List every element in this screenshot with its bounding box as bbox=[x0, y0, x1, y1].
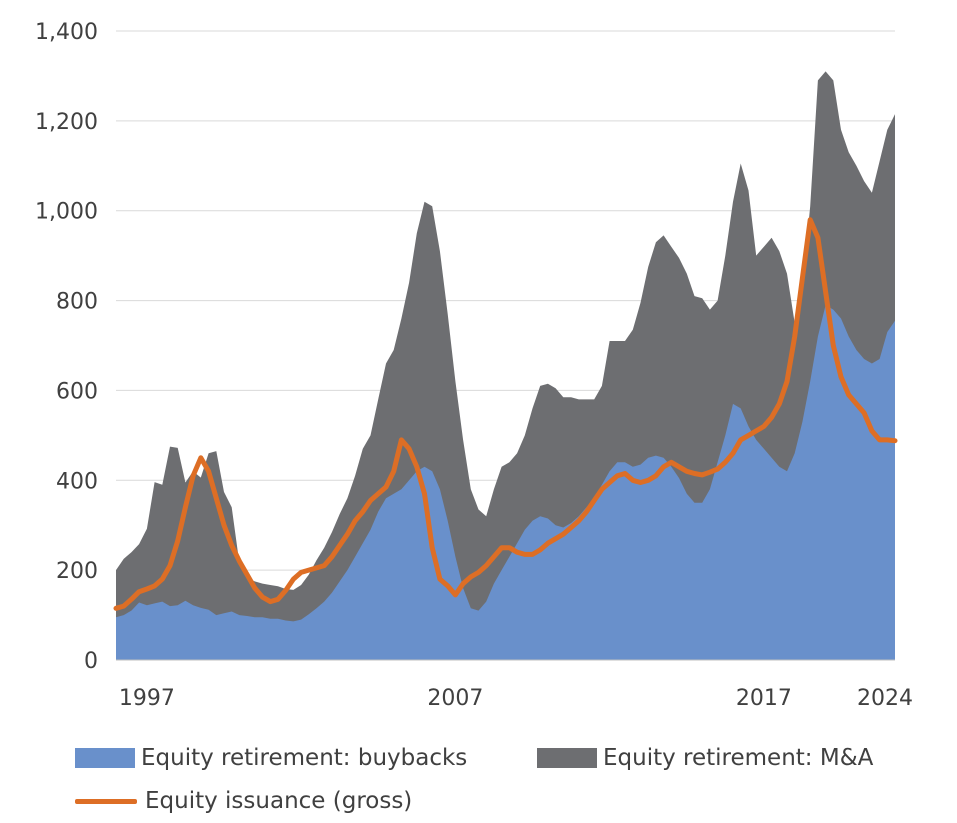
y-tick-label: 0 bbox=[84, 649, 98, 674]
y-tick-label: 800 bbox=[56, 290, 98, 315]
y-tick-label: 600 bbox=[56, 379, 98, 404]
y-tick-label: 400 bbox=[56, 469, 98, 494]
x-tick-label: 1997 bbox=[119, 686, 175, 711]
x-axis-tick-labels: 1997 2007 2017 2024 bbox=[119, 686, 913, 711]
y-tick-label: 200 bbox=[56, 559, 98, 584]
y-tick-label: 1,000 bbox=[35, 200, 98, 225]
y-tick-label: 1,200 bbox=[35, 110, 98, 135]
x-tick-label: 2017 bbox=[736, 686, 792, 711]
issuance-line bbox=[113, 217, 898, 611]
y-tick-label: 1,400 bbox=[35, 20, 98, 45]
buybacks-area bbox=[116, 305, 895, 660]
x-tick-label: 2007 bbox=[427, 686, 483, 711]
y-axis-tick-labels: 0 200 400 600 800 1,000 1,200 1,400 bbox=[35, 20, 98, 674]
gridlines bbox=[116, 30, 895, 571]
x-tick-label: 2024 bbox=[857, 686, 913, 711]
